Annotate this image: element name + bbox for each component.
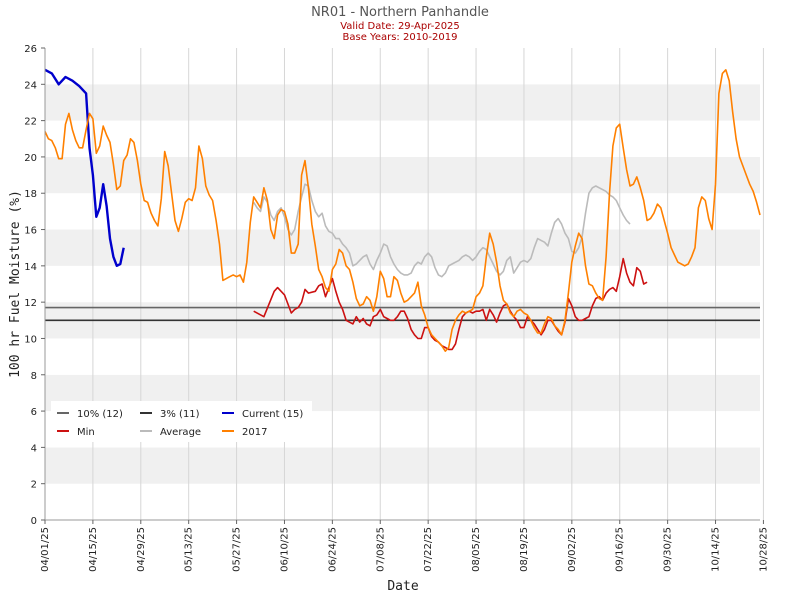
- y-tick-label: 14: [24, 262, 37, 273]
- grid-band: [45, 120, 760, 157]
- x-tick-label: 05/13/25: [184, 527, 195, 572]
- y-tick-label: 24: [24, 80, 37, 91]
- grid-band: [45, 48, 760, 85]
- series-line-min: [253, 257, 648, 351]
- series-lines: [44, 68, 761, 352]
- x-tick-label: 09/16/25: [615, 527, 626, 572]
- grid-band: [45, 193, 760, 230]
- legend-label-3-11: 3% (11): [160, 409, 200, 420]
- x-tick-label: 07/08/25: [375, 527, 386, 572]
- legend: 10% (12) 3% (11) Current (15) Min Average 201…: [51, 401, 312, 442]
- x-tick-label: 08/19/25: [519, 527, 530, 572]
- x-tick-label: 06/24/25: [327, 527, 338, 572]
- y-tick-label: 18: [24, 189, 37, 200]
- x-tick-label: 09/02/25: [567, 527, 578, 572]
- y-axis-title: 100 hr Fuel Moisture (%): [8, 190, 23, 378]
- y-tick-label: 26: [24, 44, 37, 55]
- chart-subtitle-valid-date: Valid Date: 29-Apr-2025: [340, 21, 460, 32]
- y-tick-label: 20: [24, 153, 37, 164]
- legend-label-average: Average: [160, 427, 201, 438]
- y-tick-label: 4: [31, 443, 37, 454]
- x-axis-title: Date: [387, 579, 418, 594]
- grid-band: [45, 84, 760, 121]
- y-tick-label: 22: [24, 117, 37, 128]
- series-line-average: [253, 183, 631, 278]
- legend-box: [51, 401, 312, 442]
- x-axis-ticks: 04/01/25 04/15/25 04/29/25 05/13/25 05/27/25…: [40, 519, 769, 572]
- chart-subtitle-base-years: Base Years: 2010-2019: [343, 32, 458, 43]
- x-tick-label: 04/01/25: [40, 527, 51, 572]
- x-tick-label: 09/30/25: [663, 527, 674, 572]
- chart-title: NR01 - Northern Panhandle: [311, 5, 489, 20]
- grid-band: [45, 338, 760, 375]
- y-tick-label: 2: [31, 480, 37, 491]
- x-tick-label: 10/28/25: [758, 527, 769, 572]
- threshold-lines: [45, 306, 760, 322]
- legend-label-10-12: 10% (12): [77, 409, 123, 420]
- y-tick-label: 0: [31, 516, 37, 527]
- x-tick-label: 06/10/25: [280, 527, 291, 572]
- grid-band: [45, 483, 760, 520]
- x-tick-label: 04/29/25: [136, 527, 147, 572]
- grid-band: [45, 447, 760, 484]
- legend-label-current-15: Current (15): [242, 409, 303, 420]
- x-tick-label: 08/05/25: [471, 527, 482, 572]
- y-tick-label: 8: [31, 371, 37, 382]
- y-tick-label: 10: [24, 334, 37, 345]
- grid-bands: [45, 48, 760, 520]
- x-tick-label: 10/14/25: [711, 527, 722, 572]
- legend-label-min: Min: [77, 427, 95, 438]
- x-tick-label: 05/27/25: [232, 527, 243, 572]
- y-tick-label: 16: [24, 226, 37, 237]
- legend-label-2017: 2017: [242, 427, 267, 438]
- y-tick-label: 12: [24, 298, 37, 309]
- x-tick-label: 07/22/25: [423, 527, 434, 572]
- grid-band: [45, 156, 760, 194]
- y-tick-label: 6: [31, 407, 37, 418]
- series-line-2017: [44, 69, 761, 352]
- series-line-current-15: [44, 68, 125, 267]
- grid-band: [45, 229, 760, 266]
- x-tick-label: 04/15/25: [88, 527, 99, 572]
